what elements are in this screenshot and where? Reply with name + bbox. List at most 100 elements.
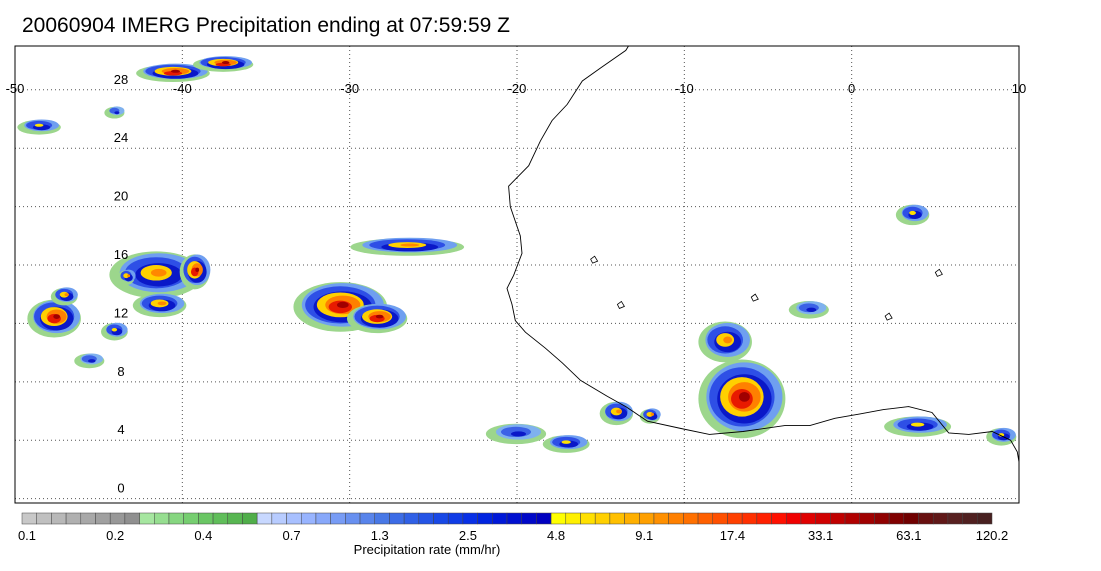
lat-tick-label: 28: [114, 72, 128, 87]
precip-ring: [114, 111, 120, 115]
colorbar-swatch: [683, 512, 699, 525]
colorbar-swatch: [830, 512, 846, 525]
colorbar-swatch: [124, 512, 140, 525]
colorbar-swatch: [212, 512, 229, 525]
colorbar-tick-label: 17.4: [720, 528, 745, 543]
colorbar-swatch: [492, 512, 508, 525]
inland-water-outline: [616, 300, 625, 309]
colorbar-swatch: [521, 512, 537, 525]
colorbar-tick-label: 0.4: [194, 528, 212, 543]
precip-ring: [123, 273, 129, 279]
colorbar-swatch: [374, 512, 390, 525]
lat-tick-label: 24: [114, 130, 128, 145]
colorbar-swatch: [771, 512, 787, 525]
colorbar-swatch: [712, 512, 728, 525]
colorbar-swatch: [242, 512, 258, 525]
precip-cluster: [17, 119, 61, 135]
inland-water-outline: [750, 293, 759, 302]
colorbar-swatch: [183, 512, 199, 525]
precip-ring: [157, 301, 167, 306]
colorbar-swatch: [65, 512, 82, 525]
colorbar-swatch: [565, 512, 581, 525]
colorbar-swatch: [139, 512, 155, 525]
inland-water-outline: [590, 255, 599, 264]
lon-tick-label: -40: [173, 81, 192, 96]
precip-ring: [510, 431, 527, 437]
precip-cluster: [485, 423, 547, 445]
colorbar-swatch: [315, 512, 331, 525]
lat-tick-label: 16: [114, 247, 128, 262]
precip-ring: [170, 69, 181, 73]
precip-cluster: [884, 416, 952, 437]
colorbar-swatch: [154, 512, 170, 525]
precip-ring: [723, 336, 733, 344]
precip-cluster: [350, 237, 465, 256]
inland-water-outline: [884, 312, 893, 321]
colorbar-swatch: [433, 512, 449, 525]
precip-cluster: [542, 435, 590, 453]
colorbar-swatch: [653, 512, 669, 525]
colorbar-swatch: [977, 512, 993, 525]
map-frame: [14, 45, 1020, 504]
lon-tick-label: -20: [508, 81, 527, 96]
lon-tick-label: -10: [675, 81, 694, 96]
precip-ring: [375, 314, 384, 319]
colorbar-swatch: [888, 512, 905, 525]
colorbar-tick-label: 120.2: [976, 528, 1009, 543]
colorbar-tick-label: 0.1: [18, 528, 36, 543]
colorbar-tick-label: 33.1: [808, 528, 833, 543]
precip-ring: [650, 412, 655, 416]
colorbar-tick-label: 2.5: [459, 528, 477, 543]
colorbar-swatch: [80, 512, 96, 525]
coastline-layer: [506, 46, 1019, 463]
colorbar-swatch: [785, 512, 802, 525]
colorbar-swatch: [359, 512, 375, 525]
precip-ring: [336, 301, 349, 308]
colorbar-swatch: [286, 512, 302, 525]
africa-coastline: [506, 46, 1019, 463]
colorbar-swatch: [580, 512, 596, 525]
lat-tick-label: 20: [114, 189, 128, 204]
precip-cluster: [179, 254, 211, 290]
colorbar-swatch: [300, 512, 317, 525]
colorbar-swatch: [403, 512, 420, 525]
colorbar-swatch: [198, 512, 214, 525]
colorbar-swatch: [477, 512, 493, 525]
precip-cluster: [109, 251, 204, 299]
colorbar-swatch: [447, 512, 464, 525]
colorbar-tick-label: 0.2: [106, 528, 124, 543]
lat-tick-label: 12: [114, 305, 128, 320]
colorbar-swatch: [918, 512, 934, 525]
precip-ring: [64, 293, 69, 297]
colorbar-swatch: [697, 512, 714, 525]
precip-cluster: [346, 303, 408, 334]
precip-cluster: [639, 408, 661, 424]
colorbar-tick-label: 9.1: [635, 528, 653, 543]
precip-ring: [400, 243, 420, 247]
precip-cluster: [132, 293, 187, 318]
precip-cluster: [599, 401, 634, 426]
precip-ring: [561, 440, 571, 444]
colorbar-swatch: [536, 512, 552, 525]
precip-ring: [221, 61, 230, 65]
colorbar-swatch: [36, 512, 52, 525]
colorbar-swatch: [727, 512, 743, 525]
lon-tick-label: 0: [848, 81, 855, 96]
precipitation-layer: [17, 56, 1017, 453]
precip-ring: [195, 267, 200, 273]
colorbar-swatch: [95, 512, 111, 525]
colorbar-swatch: [844, 512, 860, 525]
colorbar-swatch: [506, 512, 522, 525]
colorbar-swatch: [227, 512, 243, 525]
colorbar-swatch: [109, 512, 126, 525]
precip-cluster: [50, 287, 78, 306]
precip-ring: [127, 274, 131, 278]
colorbar-swatch: [271, 512, 287, 525]
precip-cluster: [293, 282, 388, 332]
map-title: 20060904 IMERG Precipitation ending at 0…: [22, 14, 510, 37]
colorbar-swatch: [962, 512, 978, 525]
colorbar-tick-label: 0.7: [283, 528, 301, 543]
lat-tick-label: 0: [117, 481, 124, 496]
precip-cluster: [788, 301, 829, 319]
